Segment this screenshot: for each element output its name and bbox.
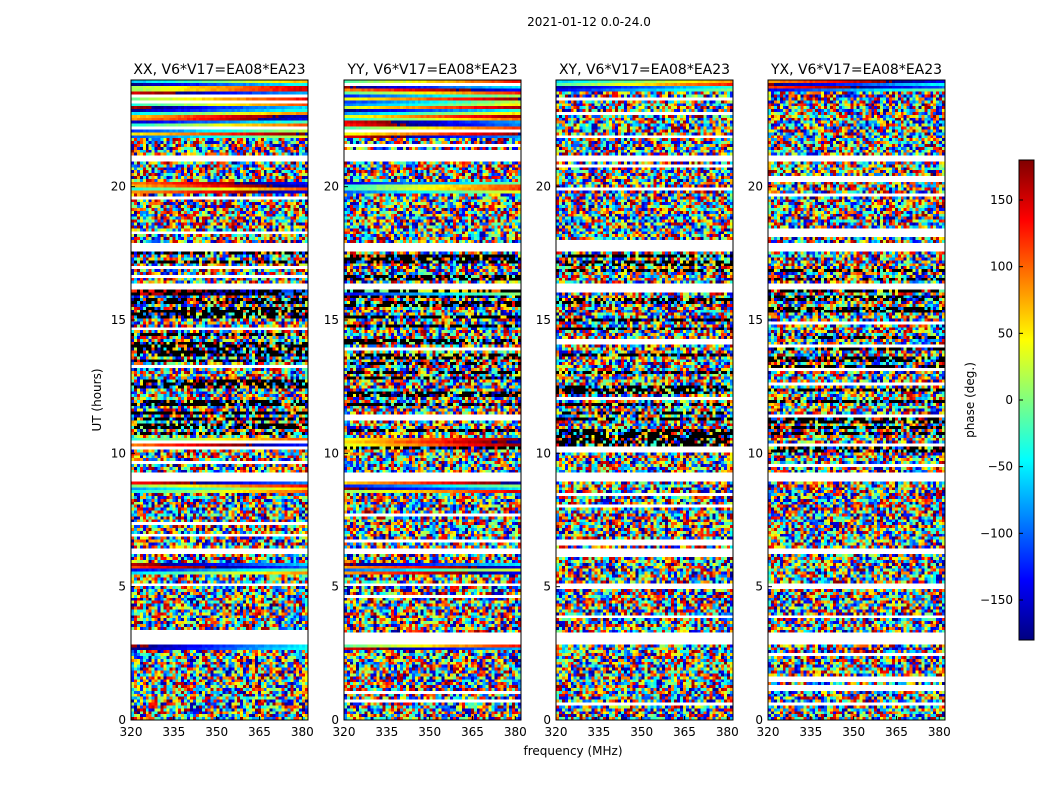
x-tick-label: 380 — [291, 725, 314, 739]
y-tick-label: 0 — [543, 713, 551, 727]
phase-heatmap — [131, 80, 308, 720]
y-tick-label: 5 — [118, 580, 126, 594]
x-tick-label: 380 — [928, 725, 951, 739]
y-axis-label: UT (hours) — [90, 368, 104, 431]
colorbar-label: phase (deg.) — [963, 362, 977, 438]
phase-heatmap — [344, 80, 521, 720]
y-tick-label: 10 — [536, 446, 551, 460]
y-tick-label: 20 — [536, 180, 551, 194]
colorbar-tick-label: −150 — [980, 593, 1013, 607]
x-tick-label: 350 — [205, 725, 228, 739]
y-tick-label: 0 — [118, 713, 126, 727]
phase-heatmap — [556, 80, 733, 720]
x-axis-label: frequency (MHz) — [523, 744, 622, 758]
x-tick-label: 365 — [248, 725, 271, 739]
panel-xx: XX, V6*V17=EA08*EA23 UT (hours) 320 335 … — [90, 62, 314, 739]
x-tick-label: 335 — [162, 725, 185, 739]
panel-title: YX, V6*V17=EA08*EA23 — [770, 62, 942, 78]
panel-yx: YX, V6*V17=EA08*EA23 320 335 350 365 380… — [748, 62, 951, 739]
y-tick-label: 0 — [755, 713, 763, 727]
x-tick-label: 320 — [757, 725, 780, 739]
x-tick-label: 335 — [587, 725, 610, 739]
y-tick-label: 0 — [331, 713, 339, 727]
phase-heatmap — [768, 80, 945, 720]
y-tick-label: 15 — [111, 313, 126, 327]
axes-frame — [767, 79, 946, 721]
panel-xy: XY, V6*V17=EA08*EA23 320 335 350 365 380… — [536, 62, 739, 739]
y-tick-label: 10 — [324, 446, 339, 460]
y-tick-label: 15 — [324, 313, 339, 327]
colorbar-tick-label: 0 — [1005, 393, 1013, 407]
x-tick-label: 350 — [842, 725, 865, 739]
axes-frame — [343, 79, 522, 721]
x-tick-label: 365 — [885, 725, 908, 739]
panel-title: XX, V6*V17=EA08*EA23 — [133, 62, 305, 78]
x-tick-label: 350 — [630, 725, 653, 739]
x-tick-label: 320 — [545, 725, 568, 739]
x-tick-label: 365 — [673, 725, 696, 739]
colorbar-tick-label: 50 — [998, 326, 1013, 340]
y-tick-label: 5 — [331, 580, 339, 594]
axes-frame — [130, 79, 309, 721]
axes-frame — [555, 79, 734, 721]
x-tick-label: 320 — [333, 725, 356, 739]
colorbar-tick-label: 150 — [990, 193, 1013, 207]
x-tick-label: 380 — [716, 725, 739, 739]
figure-title: 2021-01-12 0.0-24.0 — [527, 15, 651, 29]
y-tick-label: 20 — [111, 180, 126, 194]
colorbar-tick-label: −100 — [980, 526, 1013, 540]
colorbar: phase (deg.) 150 100 50 0 −50 −100 −150 — [963, 159, 1035, 641]
y-tick-label: 5 — [543, 580, 551, 594]
y-tick-label: 10 — [748, 446, 763, 460]
colorbar-tick-label: −50 — [988, 460, 1013, 474]
x-tick-label: 365 — [461, 725, 484, 739]
colorbar-tick-label: 100 — [990, 260, 1013, 274]
x-tick-label: 335 — [799, 725, 822, 739]
y-tick-label: 5 — [755, 580, 763, 594]
y-tick-label: 20 — [748, 180, 763, 194]
panel-title: YY, V6*V17=EA08*EA23 — [346, 62, 517, 78]
panel-title: XY, V6*V17=EA08*EA23 — [559, 62, 730, 78]
y-tick-label: 20 — [324, 180, 339, 194]
y-tick-label: 15 — [748, 313, 763, 327]
x-tick-label: 320 — [120, 725, 143, 739]
x-tick-label: 335 — [375, 725, 398, 739]
y-tick-label: 15 — [536, 313, 551, 327]
panel-yy: YY, V6*V17=EA08*EA23 frequency (MHz) 320… — [324, 62, 623, 758]
x-tick-label: 380 — [504, 725, 527, 739]
x-tick-label: 350 — [418, 725, 441, 739]
y-tick-label: 10 — [111, 446, 126, 460]
